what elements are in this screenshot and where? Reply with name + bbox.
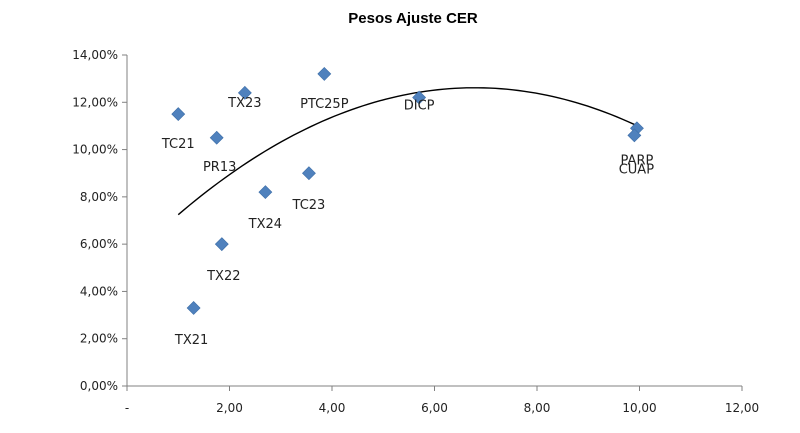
point-label-tx24: TX24	[248, 217, 282, 232]
point-label-cuap: CUAP	[619, 162, 654, 177]
x-tick-label: -	[125, 401, 129, 415]
y-tick-label: 12,00%	[72, 95, 118, 109]
x-tick-label: 8,00	[524, 401, 551, 415]
point-label-parp: PARP	[621, 153, 654, 168]
trendline-group	[177, 87, 640, 216]
x-tick-label: 6,00	[421, 401, 448, 415]
y-tick-label: 4,00%	[80, 284, 118, 298]
point-label-tc21: TC21	[161, 137, 195, 152]
y-tick-label: 10,00%	[72, 143, 118, 157]
axes: 0,00% 2,00% 4,00% 6,00% 8,00% 10,00% 12,00% 14,…	[72, 48, 759, 415]
point-label-dicp: DICP	[404, 99, 435, 114]
data-point-tc21	[171, 107, 186, 122]
point-label-tx23: TX23	[227, 96, 261, 111]
data-point-cuap	[627, 128, 642, 143]
chart-title: Pesos Ajuste CER	[348, 10, 478, 27]
data-point-tx22	[214, 237, 229, 252]
data-point-tx23	[237, 85, 252, 100]
point-label-tx21: TX21	[174, 333, 208, 348]
point-label-tc23: TC23	[292, 198, 326, 213]
data-point-tx21	[186, 301, 201, 315]
y-tick-label: 6,00%	[80, 237, 118, 251]
point-label-pr13: PR13	[203, 160, 236, 175]
x-tick-label: 12,00	[725, 401, 759, 415]
data-point-dicp	[412, 90, 427, 105]
point-label-tx22: TX22	[206, 269, 240, 284]
y-tick-label: 8,00%	[80, 190, 118, 204]
points-group	[171, 66, 644, 315]
y-tick-label: 14,00%	[72, 48, 118, 62]
x-tick-label: 2,00	[216, 401, 243, 415]
y-tick-label: 2,00%	[80, 332, 118, 346]
y-tick-label: 0,00%	[80, 379, 118, 393]
data-point-ptc25p	[317, 66, 332, 81]
data-point-tc23	[302, 166, 316, 181]
x-tick-label: 4,00	[319, 401, 346, 415]
point-label-ptc25p: PTC25P	[300, 97, 349, 112]
data-point-tx24	[258, 185, 273, 200]
x-tick-label: 10,00	[622, 401, 656, 415]
trendline	[177, 87, 640, 216]
data-point-pr13	[209, 130, 224, 145]
